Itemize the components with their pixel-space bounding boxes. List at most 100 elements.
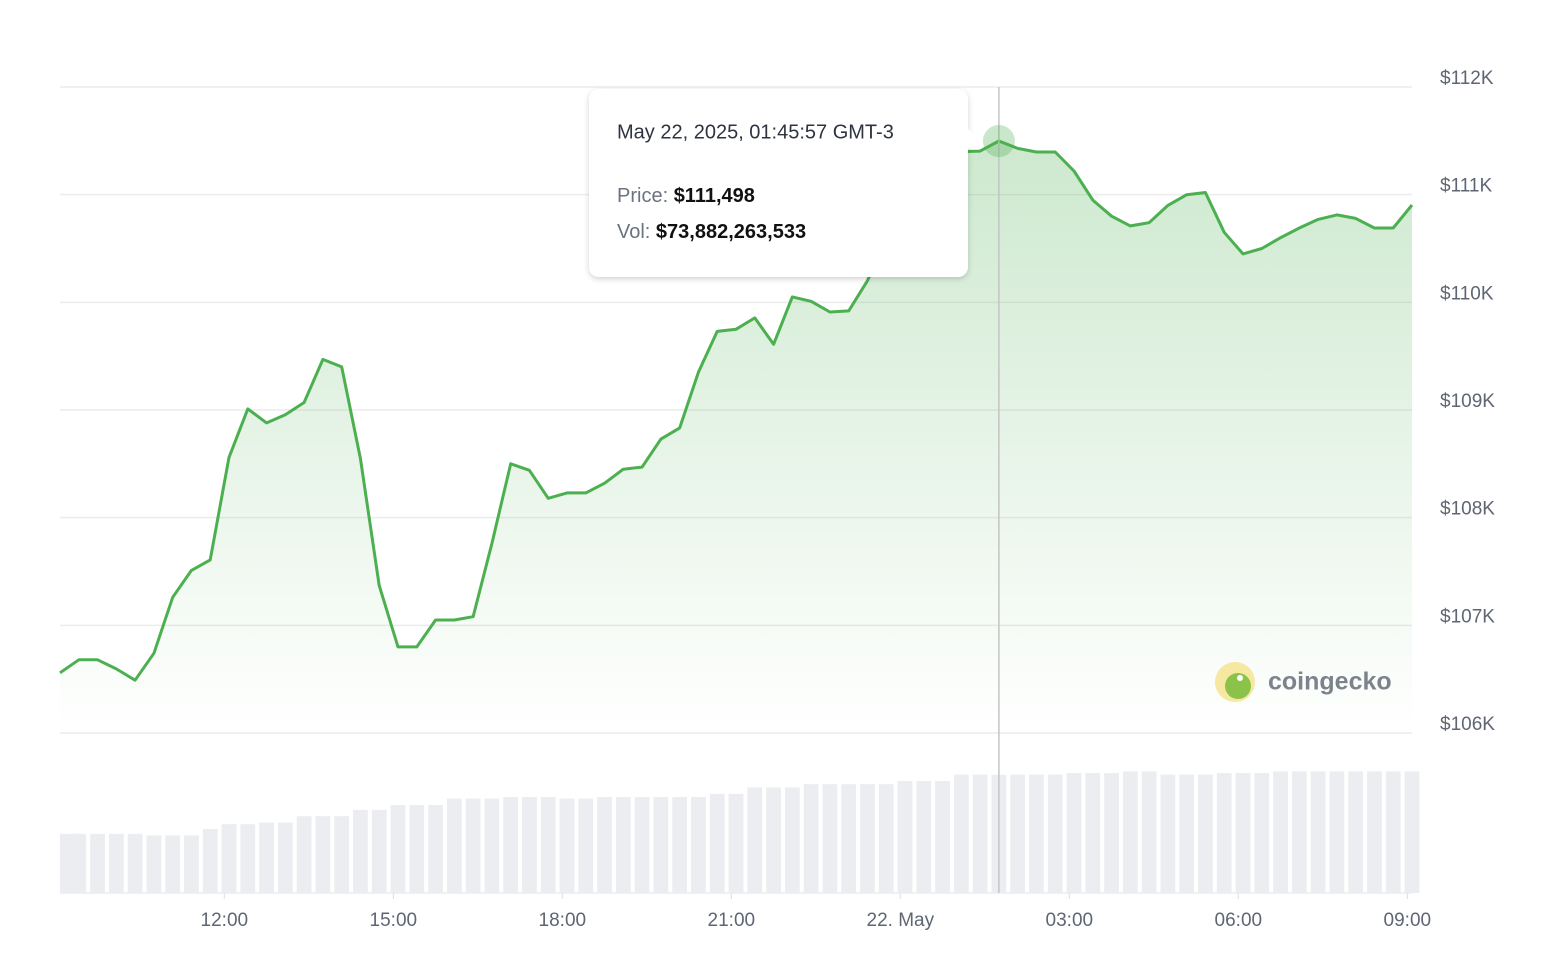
y-tick-label: $106K — [1440, 714, 1495, 735]
volume-bar — [1085, 773, 1101, 893]
x-tick-label: 06:00 — [1215, 910, 1263, 931]
volume-bar — [691, 797, 706, 893]
tooltip-arrow — [967, 128, 978, 150]
volume-bars — [60, 771, 1420, 893]
y-tick-label: $108K — [1440, 499, 1495, 520]
x-tick-label: 03:00 — [1046, 910, 1094, 931]
watermark: coingecko — [1215, 662, 1392, 702]
volume-bar — [522, 797, 537, 893]
volume-bar — [353, 809, 368, 893]
price-line — [59, 87, 1414, 893]
y-tick-label: $107K — [1440, 606, 1495, 627]
volume-bar — [390, 805, 406, 893]
logo-eye — [1237, 675, 1243, 681]
volume-bar — [296, 816, 312, 893]
volume-bar — [1367, 771, 1382, 893]
volume-bar — [784, 787, 800, 893]
volume-bar — [540, 797, 556, 893]
volume-bar — [615, 797, 631, 893]
volume-bar — [1122, 771, 1138, 893]
price-label: Price: — [617, 185, 668, 207]
volume-bar — [1160, 774, 1176, 893]
y-tick-label: $112K — [1440, 68, 1494, 89]
x-tick-label: 15:00 — [370, 910, 418, 931]
volume-bar — [446, 798, 462, 893]
volume-bar — [634, 797, 650, 893]
volume-bar — [972, 774, 988, 893]
volume-bar — [1254, 773, 1270, 893]
volume-bar — [1385, 771, 1401, 893]
y-tick-label: $111K — [1440, 176, 1492, 197]
volume-bar — [916, 781, 932, 893]
volume-bar — [60, 833, 75, 893]
volume-bar — [409, 805, 425, 893]
volume-bar — [484, 798, 500, 893]
volume-bar — [1141, 771, 1157, 893]
volume-bar — [747, 787, 763, 893]
volume-bar — [428, 805, 443, 893]
volume-bar — [672, 797, 688, 893]
price-line — [59, 139, 1414, 682]
x-tick-label: 21:00 — [708, 910, 756, 931]
volume-bar — [935, 781, 950, 893]
volume-bar — [465, 798, 481, 893]
volume-bar — [90, 833, 105, 893]
volume-bar — [953, 774, 969, 893]
volume-bar — [146, 835, 162, 893]
volume-bar — [1310, 771, 1326, 893]
y-tick-label: $109K — [1440, 391, 1495, 412]
tooltip-title: May 22, 2025, 01:45:57 GMT-3 — [617, 121, 894, 143]
volume-bar — [503, 797, 519, 893]
volume-bar — [1235, 773, 1251, 893]
volume-bar — [1329, 771, 1345, 893]
volume-bar — [240, 824, 256, 893]
volume-bar — [1198, 774, 1213, 893]
volume-bar — [822, 784, 838, 893]
price-value: $111,498 — [674, 185, 755, 207]
volume-bar — [653, 797, 669, 893]
volume-bar — [1348, 771, 1364, 893]
x-tick-label: 18:00 — [539, 910, 587, 931]
volume-bar — [1047, 774, 1063, 893]
volume-bar — [1066, 773, 1082, 893]
x-tick-label: 12:00 — [201, 910, 249, 931]
vol-label: Vol: — [617, 221, 650, 243]
watermark-text: coingecko — [1268, 668, 1392, 696]
volume-bar — [860, 784, 875, 893]
volume-bar — [841, 784, 857, 893]
volume-bar — [71, 833, 87, 893]
volume-bar — [878, 784, 894, 893]
x-tick-label: 22. May — [867, 910, 935, 931]
volume-bar — [165, 835, 181, 893]
volume-bar — [1104, 773, 1119, 893]
volume-bar — [897, 781, 913, 893]
volume-bar — [277, 822, 293, 893]
volume-bar — [371, 809, 387, 893]
volume-bar — [334, 816, 350, 893]
logo-inner — [1225, 673, 1251, 699]
volume-bar — [803, 784, 819, 893]
volume-bar — [1404, 771, 1420, 893]
vol-value: $73,882,263,533 — [656, 221, 806, 243]
volume-bar — [728, 793, 744, 893]
volume-bar — [184, 835, 199, 893]
volume-bar — [108, 833, 124, 893]
hover-marker — [982, 125, 1015, 158]
volume-bar — [127, 833, 143, 893]
volume-bar — [259, 822, 274, 893]
volume-bar — [559, 798, 575, 893]
tooltip-layer: May 22, 2025, 01:45:57 GMT-3 Price: $111… — [589, 89, 978, 277]
y-tick-label: $110K — [1440, 283, 1494, 304]
volume-bar — [709, 793, 725, 893]
volume-bar — [1179, 774, 1195, 893]
tooltip-box — [589, 89, 968, 277]
x-tick-label: 09:00 — [1384, 910, 1432, 931]
volume-bar — [202, 829, 218, 893]
volume-bar — [578, 798, 594, 893]
volume-bar — [1216, 773, 1232, 893]
volume-bar — [315, 816, 331, 893]
volume-bar — [221, 824, 237, 893]
area-fill — [60, 141, 1412, 733]
volume-bar — [1291, 771, 1307, 893]
